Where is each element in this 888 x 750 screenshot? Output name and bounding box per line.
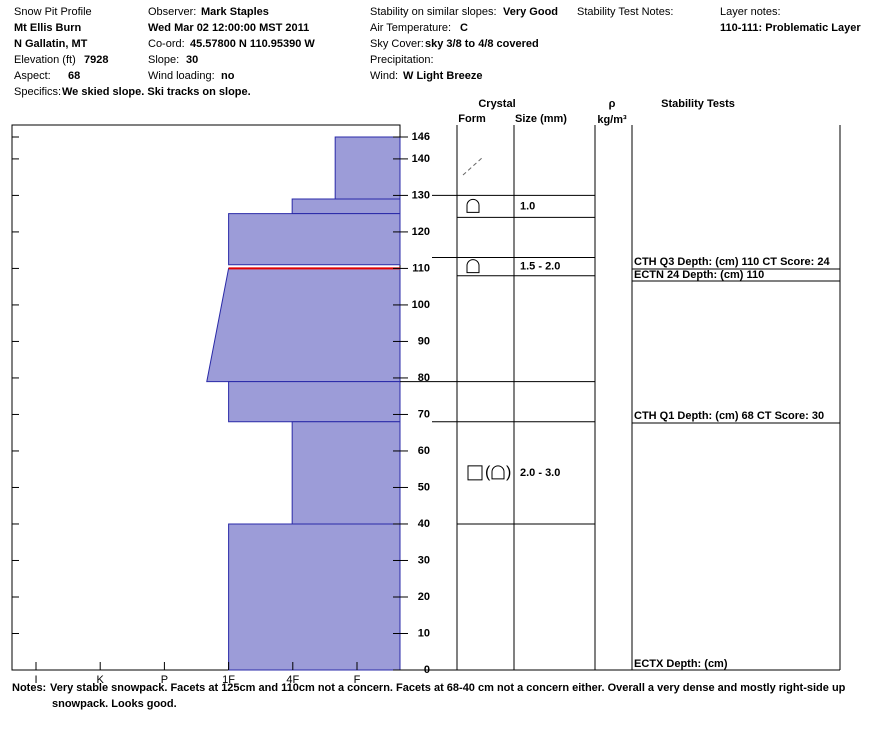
depth-tick-label: 100 xyxy=(412,299,430,311)
hardness-layer xyxy=(291,198,401,215)
crystal-form xyxy=(466,198,480,213)
label: Stability Test Notes: xyxy=(577,6,673,18)
hardness-label: P xyxy=(161,674,168,686)
notes: Very stable snowpack. Facets at 125cm an… xyxy=(50,682,846,694)
hardness-label: 4F xyxy=(286,674,299,686)
value: no xyxy=(221,70,235,82)
label: Co-ord: xyxy=(148,38,185,50)
depth-tick-label: 130 xyxy=(412,189,430,201)
location: Mt Ellis Burn xyxy=(14,22,82,34)
hardness-layer xyxy=(206,267,401,383)
frames xyxy=(11,124,841,671)
value: Very Good xyxy=(503,6,558,18)
value: 45.57800 N 110.95390 W xyxy=(190,38,315,50)
depth-tick-label: 140 xyxy=(412,153,430,165)
form-marker xyxy=(462,156,484,176)
header: Snow Pit Profile Mt Ellis Burn N Gallati… xyxy=(14,6,861,98)
column-header: Stability Tests xyxy=(661,98,735,110)
value: C xyxy=(460,22,468,34)
hardness-layer xyxy=(334,136,401,200)
column-header: Size (mm) xyxy=(515,113,567,125)
crystal-form xyxy=(466,259,480,274)
stability-test: ECTN 24 Depth: (cm) 110 xyxy=(634,269,764,281)
depth-tick-label: 50 xyxy=(418,481,430,493)
label: Slope: xyxy=(148,54,179,66)
label: Observer: xyxy=(148,6,196,18)
value: 7928 xyxy=(84,54,108,66)
crystal-size: 1.0 xyxy=(520,200,535,212)
depth-tick-label: 30 xyxy=(418,554,430,566)
column-header: ρ xyxy=(609,98,616,110)
column-header: Form xyxy=(458,113,486,125)
value: 110-111: Problematic Layer xyxy=(720,22,861,34)
crystal-size: 1.5 - 2.0 xyxy=(520,261,560,273)
crystal-size: 2.0 - 3.0 xyxy=(520,467,560,479)
crystal-form xyxy=(491,465,505,480)
depth-tick-label: 120 xyxy=(412,226,430,238)
depth-tick-label: 80 xyxy=(418,372,430,384)
depth-tick-label: 60 xyxy=(418,445,430,457)
depth-tick-label: 70 xyxy=(418,408,430,420)
value: W Light Breeze xyxy=(403,70,482,82)
crystal-form: ( xyxy=(485,464,491,481)
stability-test: ECTX Depth: (cm) xyxy=(634,658,728,670)
column-header: kg/m³ xyxy=(597,114,627,126)
stability-test: CTH Q1 Depth: (cm) 68 CT Score: 30 xyxy=(634,410,824,422)
depth-tick-label: 90 xyxy=(418,335,430,347)
column-headers: Crystal Form Size (mm) ρ kg/m³ Stability… xyxy=(458,98,735,126)
value: 68 xyxy=(68,70,80,82)
column-header: Crystal xyxy=(478,98,515,110)
depth-tick-label: 20 xyxy=(418,591,430,603)
hardness-label: 1F xyxy=(222,674,235,686)
title: Snow Pit Profile xyxy=(14,6,92,18)
label: Layer notes: xyxy=(720,6,781,18)
label: Air Temperature: xyxy=(370,22,451,34)
crystal-form: ) xyxy=(506,464,511,481)
value: 30 xyxy=(186,54,198,66)
label: Elevation (ft) xyxy=(14,54,76,66)
hardness-layer xyxy=(228,213,401,266)
hardness-label: I xyxy=(34,674,37,686)
notes-label: Notes: xyxy=(12,682,46,694)
hardness-layer xyxy=(228,381,401,423)
label: Specifics: xyxy=(14,86,61,98)
date: Wed Mar 02 12:00:00 MST 2011 xyxy=(148,22,309,34)
hardness-label: F xyxy=(354,674,361,686)
label: Aspect: xyxy=(14,70,51,82)
value: Mark Staples xyxy=(201,6,269,18)
depth-tick-label: 0 xyxy=(424,664,430,676)
region: N Gallatin, MT xyxy=(14,38,88,50)
label: Stability on similar slopes: xyxy=(370,6,497,18)
depth-tick-label: 146 xyxy=(412,131,430,143)
hardness-layer xyxy=(291,421,401,525)
value: sky 3/8 to 4/8 covered xyxy=(425,38,539,50)
depth-tick-label: 40 xyxy=(418,518,430,530)
depth-tick-label: 10 xyxy=(418,627,430,639)
hardness-label: K xyxy=(97,674,105,686)
label: Precipitation: xyxy=(370,54,434,66)
label: Wind loading: xyxy=(148,70,215,82)
hardness-layer xyxy=(228,523,401,671)
depth-tick-label: 110 xyxy=(412,262,430,274)
label: Sky Cover: xyxy=(370,38,424,50)
stability-test: CTH Q3 Depth: (cm) 110 CT Score: 24 xyxy=(634,256,830,268)
notes: snowpack. Looks good. xyxy=(52,698,177,710)
label: Wind: xyxy=(370,70,398,82)
crystal-form xyxy=(467,465,483,481)
value: We skied slope. Ski tracks on slope. xyxy=(62,86,251,98)
